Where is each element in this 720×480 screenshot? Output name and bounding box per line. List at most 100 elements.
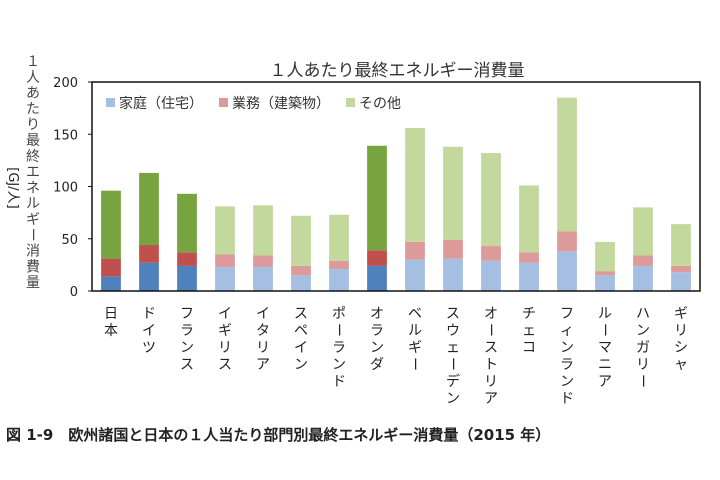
- category-label: チェコ: [522, 306, 536, 356]
- legend-label: 業務（建築物）: [232, 96, 330, 112]
- bar-segment: [291, 275, 311, 291]
- bar-segment: [367, 250, 387, 266]
- category-label-char: ド: [332, 374, 346, 390]
- category-label-char: ラ: [370, 323, 384, 339]
- y-label-char: り: [26, 117, 40, 133]
- category-label-char: 日: [104, 306, 118, 322]
- category-label-char: ガ: [636, 340, 650, 356]
- bar-segment: [291, 265, 311, 276]
- bar-segment: [595, 241, 615, 272]
- category-label-char: シ: [674, 340, 688, 356]
- category-label-char: ス: [446, 306, 460, 322]
- category-label-char: ー: [482, 323, 498, 337]
- bar-segment: [101, 258, 121, 277]
- bar-segment: [405, 259, 425, 291]
- category-label-char: ー: [634, 374, 650, 388]
- category-label-char: チ: [522, 306, 536, 322]
- y-label-char: エ: [26, 165, 40, 181]
- y-label-char: た: [26, 101, 40, 117]
- y-label-char: 人: [26, 70, 40, 86]
- bar-segment: [519, 185, 539, 253]
- category-label-char: オ: [484, 306, 498, 322]
- category-label-char: リ: [674, 323, 688, 339]
- bar-segment: [215, 206, 235, 255]
- bar-segment: [481, 260, 501, 291]
- bar-segment: [519, 252, 539, 263]
- bar-segment: [101, 190, 121, 259]
- bar-segment: [671, 224, 691, 266]
- y-label-char: ル: [26, 196, 40, 212]
- category-label-char: ベ: [408, 306, 422, 322]
- legend-swatch: [346, 98, 355, 107]
- bar-segment: [671, 265, 691, 273]
- y-label-char: 終: [26, 149, 40, 165]
- bar-segment: [481, 246, 501, 261]
- category-label-char: デ: [446, 373, 460, 390]
- bar-segment: [481, 153, 501, 247]
- category-label-char: 本: [104, 323, 118, 339]
- bar-segment: [139, 262, 159, 291]
- y-axis: 0 50 100 150 200: [53, 76, 92, 300]
- y-label-char: １: [26, 54, 40, 70]
- y-tick-label: 50: [61, 233, 78, 248]
- category-label-char: ギ: [218, 323, 232, 339]
- bar-segment: [215, 266, 235, 291]
- y-unit-label: [GJ/人]: [5, 167, 20, 208]
- category-label-char: オ: [370, 306, 384, 322]
- legend-label: 家庭（住宅）: [119, 95, 203, 112]
- category-label-char: ル: [598, 306, 612, 322]
- legend: 家庭（住宅） 業務（建築物） その他: [106, 95, 401, 112]
- category-label: ドイツ: [142, 306, 156, 356]
- category-label-char: ド: [560, 391, 574, 407]
- x-axis: 日本ドイツフランスイギリスイタリアスペインポーランドオランダベルギースウェーデン…: [104, 306, 688, 407]
- category-label-char: マ: [598, 340, 612, 356]
- category-label-char: ス: [218, 357, 232, 373]
- y-tick-label: 200: [53, 76, 78, 91]
- y-label-char: 消: [26, 244, 40, 260]
- bar-segment: [443, 146, 463, 240]
- category-label-char: イ: [142, 323, 156, 339]
- category-label-char: ア: [484, 391, 498, 407]
- category-label-char: イ: [294, 340, 308, 356]
- y-label-char: 最: [26, 133, 40, 149]
- bar-segment: [253, 205, 273, 256]
- category-label-char: ェ: [522, 323, 536, 339]
- bar-segment: [253, 255, 273, 267]
- category-label-char: リ: [484, 374, 498, 390]
- category-label-char: ニ: [598, 357, 612, 373]
- y-tick-label: 150: [53, 128, 78, 143]
- category-label-char: ラ: [560, 357, 574, 373]
- category-label-char: フ: [180, 306, 194, 322]
- category-label-char: ン: [560, 374, 574, 390]
- category-label-char: ン: [560, 340, 574, 356]
- category-label-char: フ: [560, 306, 574, 322]
- category-label-char: ギ: [408, 340, 422, 356]
- category-label-char: ン: [446, 391, 460, 407]
- y-label-char: ー: [24, 228, 40, 242]
- y-label-char: ネ: [26, 180, 40, 196]
- chart-title: １人あたり最終エネルギー消費量: [270, 61, 525, 81]
- category-label-char: ポ: [332, 306, 346, 322]
- bar-segment: [139, 245, 159, 263]
- bar-segment: [329, 260, 349, 270]
- y-label-char: ギ: [26, 212, 40, 228]
- category-label-char: ラ: [180, 323, 194, 339]
- bar-segment: [557, 251, 577, 291]
- category-label-char: ウ: [446, 323, 460, 339]
- category-label-char: ス: [294, 306, 308, 322]
- category-label-char: ド: [142, 306, 156, 322]
- bar-segment: [443, 258, 463, 291]
- bar-segment: [557, 231, 577, 252]
- category-label-char: ン: [180, 340, 194, 356]
- bar-segment: [329, 269, 349, 291]
- category-label-char: ル: [408, 323, 422, 339]
- figure-caption: 図 1-9 欧州諸国と日本の１人当たり部門別最終エネルギー消費量（2015 年）: [6, 426, 551, 444]
